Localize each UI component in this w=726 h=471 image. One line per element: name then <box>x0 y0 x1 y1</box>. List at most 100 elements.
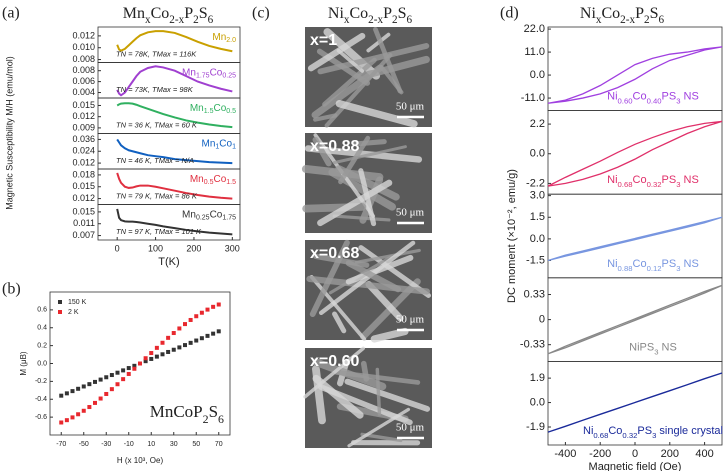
annotation: MnCoP2S6 <box>150 402 224 426</box>
y-tick-label: 0.6 <box>37 307 47 314</box>
series-label: Mn1.5Co0.5 <box>190 103 236 116</box>
y-tick-label: 0.012 <box>72 157 95 167</box>
data-point <box>64 418 69 423</box>
data-point <box>76 412 81 417</box>
data-point <box>149 356 154 361</box>
sem-fiber <box>322 57 377 107</box>
sem-fiber <box>357 55 430 81</box>
x-tick-label: 30 <box>170 441 178 448</box>
data-point <box>70 415 75 420</box>
x-tick-label: 100 <box>148 243 163 253</box>
sem-fiber <box>365 281 404 322</box>
sem-fiber <box>309 239 350 318</box>
sem-fiber <box>373 27 403 94</box>
sem-fiber <box>345 260 402 293</box>
x-tick-label: -50 <box>79 441 89 448</box>
scale-label: 50 μm <box>396 207 425 219</box>
data-point <box>126 366 131 371</box>
y-tick-label: 0.009 <box>72 122 95 132</box>
x-tick-label: 50 <box>192 441 200 448</box>
data-point <box>132 366 137 371</box>
data-point <box>115 382 120 387</box>
x-tick-label: 10 <box>147 441 155 448</box>
x-axis-label: T(K) <box>158 256 179 268</box>
annotation: TN = 46 K, TMax = N/A <box>116 156 194 165</box>
data-point <box>177 326 182 331</box>
x-tick-label: 300 <box>225 243 240 253</box>
data-point <box>132 363 137 368</box>
annotation: TN = 79 K, TMax = 86 K <box>116 191 198 200</box>
data-point <box>81 384 86 389</box>
panel-label: (d) <box>500 5 519 22</box>
data-point <box>154 345 159 350</box>
y-tick-label: -11.0 <box>521 92 545 104</box>
data-point <box>76 386 81 391</box>
sem-fiber <box>360 360 370 382</box>
data-point <box>104 391 109 396</box>
series-label: Mn2.0 <box>212 32 236 45</box>
scale-label: 50 μm <box>396 101 425 113</box>
y-tick-label: -0.33 <box>520 339 545 351</box>
legend-label: 150 K <box>68 299 87 306</box>
data-point <box>183 343 187 348</box>
y-tick-label: -1.9 <box>526 421 545 433</box>
x-axis-label: Magnetic field (Oe) <box>589 461 682 471</box>
data-point <box>121 377 126 382</box>
y-tick-label: 0.010 <box>72 42 95 52</box>
sem-fiber <box>302 203 367 213</box>
y-tick-label: 0.015 <box>72 100 95 110</box>
annotation: TN = 73K, TMax = 98K <box>116 85 194 94</box>
x-tick-label: -10 <box>124 441 134 448</box>
data-line <box>547 372 723 433</box>
sem-fiber <box>303 346 365 399</box>
x-tick-label: 0 <box>115 243 120 253</box>
data-point <box>171 331 176 336</box>
sem-fiber <box>312 374 364 419</box>
sem-fiber <box>332 311 347 334</box>
y-tick-label: 0.0 <box>530 396 545 408</box>
annotation: TN = 97 K, TMax = 101 K <box>116 227 202 236</box>
sem-fiber <box>335 100 418 128</box>
sem-label: x=0.88 <box>310 138 359 155</box>
sem-fiber <box>307 32 366 72</box>
data-point <box>188 340 193 345</box>
y-tick-label: 0.0 <box>530 233 545 245</box>
series-label: NiPS3 NS <box>629 341 677 356</box>
series-label: Ni0.88Co0.12PS3 NS <box>607 258 699 273</box>
sem-fiber <box>313 113 338 122</box>
y-tick-label: 2.2 <box>530 118 545 130</box>
data-point <box>216 302 221 307</box>
x-tick-label: 0 <box>632 448 638 460</box>
x-tick-label: -200 <box>589 448 611 460</box>
sem-fiber <box>353 139 387 147</box>
data-point <box>143 356 148 361</box>
data-point <box>199 336 204 341</box>
series-label: Mn0.5Co1.5 <box>190 174 236 187</box>
y-tick-label: -0.4 <box>35 396 47 403</box>
scale-label: 50 μm <box>396 314 425 326</box>
series-label: Ni0.68Co0.32PS3 NS <box>607 174 699 189</box>
data-point <box>171 347 176 352</box>
y-tick-label: 0.015 <box>72 181 95 191</box>
panel-title: NixCo2-xP2S6 <box>328 5 413 26</box>
sem-label: x=1 <box>310 32 337 49</box>
data-line <box>116 138 233 165</box>
y-tick-label: 0.2 <box>37 342 47 349</box>
data-point <box>70 389 75 394</box>
sem-fiber <box>332 214 391 222</box>
data-point <box>109 387 114 392</box>
data-point <box>211 331 216 336</box>
y-tick-label: -2.2 <box>526 177 545 189</box>
y-tick-label: -0.2 <box>35 378 47 385</box>
sem-fiber <box>317 179 393 227</box>
annotation: TN = 36 K, TMax = 60 K <box>116 120 198 129</box>
y-tick-label: 11.0 <box>524 46 545 58</box>
x-tick-label: 200 <box>186 243 201 253</box>
y-tick-label: 0.008 <box>72 65 95 75</box>
x-tick-label: -400 <box>554 448 576 460</box>
series-label: Mn0.25Co1.75 <box>182 209 236 222</box>
sem-fiber <box>309 275 367 341</box>
data-point <box>59 393 64 398</box>
panel-title: NixCo2-xP2S6 <box>580 5 665 26</box>
